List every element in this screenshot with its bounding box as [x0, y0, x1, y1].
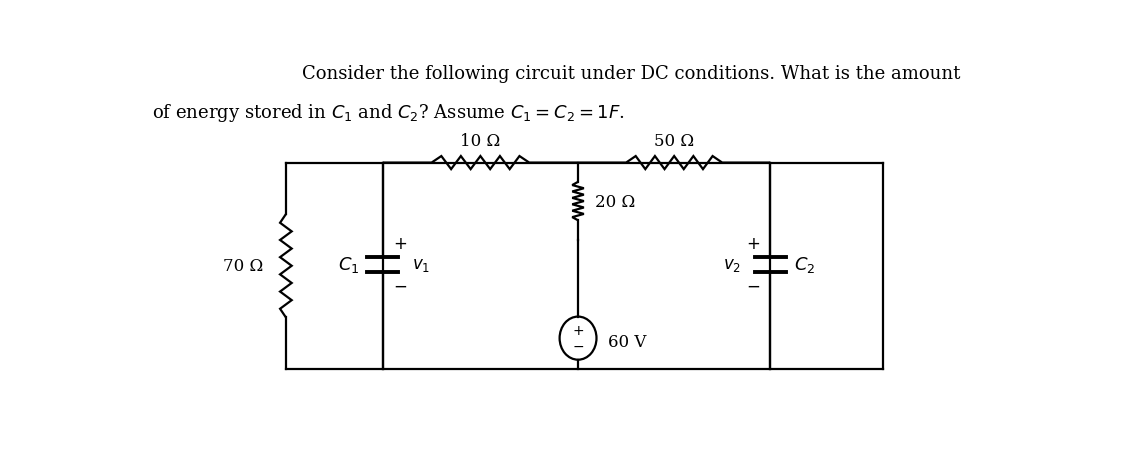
Text: $v_1$: $v_1$	[413, 256, 431, 273]
Text: +: +	[393, 234, 407, 252]
Text: 20 Ω: 20 Ω	[595, 193, 635, 210]
Text: 60 V: 60 V	[608, 333, 646, 350]
Text: $v_2$: $v_2$	[723, 256, 741, 273]
Text: $C_2$: $C_2$	[793, 255, 815, 275]
Text: +: +	[747, 234, 760, 252]
Text: −: −	[572, 340, 584, 354]
Text: −: −	[393, 277, 407, 295]
Text: $C_1$: $C_1$	[339, 255, 359, 275]
Text: −: −	[747, 277, 760, 295]
Text: 50 Ω: 50 Ω	[654, 133, 694, 149]
Text: of energy stored in $C_1$ and $C_2$? Assume $C_1 = C_2 = 1F$.: of energy stored in $C_1$ and $C_2$? Ass…	[152, 102, 625, 124]
Text: Consider the following circuit under DC conditions. What is the amount: Consider the following circuit under DC …	[302, 65, 960, 83]
Text: 70 Ω: 70 Ω	[223, 258, 263, 275]
Text: 10 Ω: 10 Ω	[461, 133, 500, 149]
Text: +: +	[572, 323, 584, 337]
